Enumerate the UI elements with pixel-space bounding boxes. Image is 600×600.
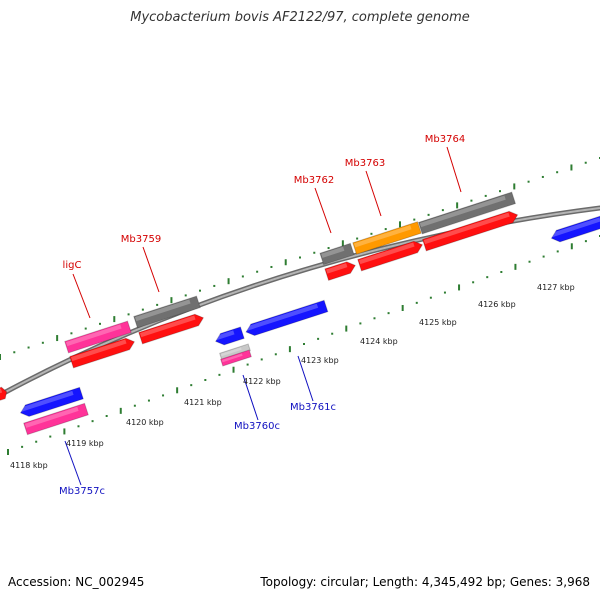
forward-gene-label-leader: [314, 187, 332, 234]
tick-layer: [0, 157, 600, 455]
gene-mb3764-body: [421, 210, 519, 252]
gene-mb3764: [421, 210, 519, 252]
reverse-gene-label: Mb3761c: [290, 402, 336, 413]
gene-mb3760c-highlight: [215, 330, 235, 341]
gene-mb3762-upper-highlight: [321, 246, 345, 258]
coordinate-label: 4127 kbp: [537, 283, 575, 292]
gene-ligc-body: [69, 337, 136, 369]
forward-gene-label: Mb3759: [121, 234, 161, 245]
gene-mb3760c-pseudo-highlight: [221, 353, 243, 363]
gene-mb3760c-gray-body: [219, 343, 251, 361]
gene-mb3762-highlight: [326, 263, 348, 274]
coordinate-label: 4120 kbp: [126, 418, 164, 427]
gene-mb3759: [138, 313, 205, 345]
gene-mb3757c-pseudo-highlight: [24, 406, 79, 428]
gene-mb3763: [357, 240, 424, 272]
reverse-gene-label: Mb3757c: [59, 486, 105, 497]
coordinate-label: 4125 kbp: [419, 318, 457, 327]
forward-gene-label: ligC: [63, 260, 82, 271]
forward-gene-label: Mb3764: [425, 134, 465, 145]
gene-mb3764-upper: [417, 191, 517, 235]
gene-mb3761c: [245, 299, 329, 337]
gene-mb3763-upper-body: [352, 221, 422, 255]
gene-mb3760c: [214, 326, 245, 346]
gene-mb3759-upper-highlight: [135, 299, 191, 322]
coordinate-label: 4122 kbp: [243, 377, 281, 386]
forward-gene-label-leader: [365, 170, 382, 217]
gene-ligc-pseudo-highlight: [66, 324, 122, 347]
gene-mb3757c-pseudo-body: [23, 402, 89, 436]
accession-text: Accession: NC_002945: [8, 575, 145, 589]
gene-mb3759-highlight: [140, 315, 196, 338]
gene-edge-reverse-body: [550, 213, 600, 243]
gene-mb3762-upper-body: [319, 242, 355, 266]
gene-mb3761c-body: [245, 299, 329, 337]
coordinate-label: 4123 kbp: [301, 356, 339, 365]
reverse-gene-label-leader: [242, 374, 259, 421]
gene-layer: [0, 191, 600, 436]
map-title: Mycobacterium bovis AF2122/97, complete …: [130, 10, 470, 25]
gene-mb3760c-gray: [219, 343, 251, 361]
gene-mb3760c-gray-highlight: [220, 347, 242, 357]
gene-mb3764-highlight: [423, 212, 510, 245]
coordinate-label: 4119 kbp: [66, 439, 104, 448]
gene-ligc-pseudo: [64, 320, 132, 354]
gene-mb3757c-body: [19, 386, 84, 417]
forward-gene-label: Mb3762: [294, 175, 334, 186]
forward-gene-label-leader: [72, 273, 91, 319]
gene-mb3763-highlight: [359, 242, 415, 265]
gene-mb3764-upper-body: [417, 191, 517, 235]
reverse-gene-label-leader: [297, 355, 314, 402]
coordinate-label: 4124 kbp: [360, 337, 398, 346]
gene-mb3763-upper-highlight: [354, 225, 412, 248]
gene-mb3764-upper-highlight: [419, 195, 506, 228]
gene-mb3759-upper: [133, 295, 201, 329]
gene-edge-reverse: [550, 213, 600, 243]
gene-mb3762-upper: [319, 242, 355, 266]
reverse-gene-label-leader: [64, 440, 82, 486]
gene-mb3762-body: [324, 261, 356, 281]
forward-gene-label-leader: [446, 146, 462, 193]
forward-gene-label: Mb3763: [345, 158, 385, 169]
gene-mb3762: [324, 261, 356, 281]
gene-mb3760c-pseudo-body: [220, 349, 252, 367]
gene-mb3763-upper: [352, 221, 422, 255]
gene-edge-forward: [0, 386, 8, 403]
gene-ligc-highlight: [71, 339, 127, 362]
reverse-gene-label: Mb3760c: [234, 421, 280, 432]
gene-mb3759-upper-body: [133, 295, 201, 329]
forward-gene-label-leader: [142, 246, 160, 293]
gene-mb3757c-highlight: [19, 390, 74, 412]
gene-mb3760c-body: [214, 326, 245, 346]
gene-mb3763-body: [357, 240, 424, 272]
gene-mb3760c-pseudo: [220, 349, 252, 367]
topology-text: Topology: circular; Length: 4,345,492 bp…: [260, 575, 590, 589]
coordinate-label: 4118 kbp: [10, 461, 48, 470]
gene-edge-reverse-highlight: [550, 217, 600, 238]
gene-mb3759-body: [138, 313, 205, 345]
gene-ligc: [69, 337, 136, 369]
gene-ligc-pseudo-body: [64, 320, 132, 354]
gene-mb3757c: [19, 386, 84, 417]
gene-edge-forward-body: [0, 386, 8, 403]
gene-mb3757c-pseudo: [23, 402, 89, 436]
coordinate-label: 4121 kbp: [184, 398, 222, 407]
label-layer: ligC Mb3759 Mb3762 Mb3763 Mb3764 Mb3757c Mb376…: [10, 134, 575, 497]
gene-mb3761c-highlight: [245, 303, 319, 331]
coordinate-label: 4126 kbp: [478, 300, 516, 309]
